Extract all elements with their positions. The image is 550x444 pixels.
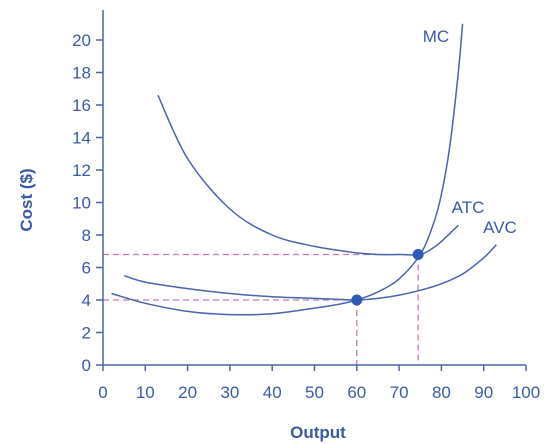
curves <box>111 23 497 316</box>
points <box>351 249 424 306</box>
x-tick-label: 90 <box>474 383 493 402</box>
y-tick-label: 16 <box>72 96 91 115</box>
y-tick-label: 14 <box>72 129 91 148</box>
y-tick-label: 8 <box>82 226 91 245</box>
axes <box>96 10 527 371</box>
y-tick-label: 2 <box>82 324 91 343</box>
label-mc: MC <box>423 27 449 46</box>
label-avc: AVC <box>483 218 517 237</box>
x-tick-label: 70 <box>390 383 409 402</box>
x-tick-label: 100 <box>512 383 540 402</box>
y-tick-label: 12 <box>72 161 91 180</box>
intersection-point <box>412 249 424 260</box>
x-tick-label: 80 <box>432 383 451 402</box>
reference-lines <box>103 253 419 365</box>
x-tick-label: 50 <box>305 383 324 402</box>
x-tick-label: 10 <box>136 383 155 402</box>
x-tick-labels: 0 10 20 30 40 50 60 70 80 90 100 <box>98 383 540 402</box>
x-tick-label: 0 <box>98 383 107 402</box>
x-tick-label: 40 <box>263 383 282 402</box>
curve-avc <box>123 244 497 301</box>
x-axis-title: Output <box>290 423 346 442</box>
y-tick-label: 20 <box>72 31 91 50</box>
x-tick-label: 60 <box>347 383 366 402</box>
y-tick-labels: 0 2 4 6 8 10 12 14 16 18 20 <box>72 31 91 375</box>
y-tick-label: 18 <box>72 64 91 83</box>
y-tick-label: 6 <box>82 259 91 278</box>
curve-mc <box>111 23 464 316</box>
y-tick-label: 4 <box>82 291 91 310</box>
intersection-point <box>351 294 363 306</box>
label-atc: ATC <box>452 198 485 217</box>
y-tick-label: 0 <box>82 356 91 375</box>
y-axis-title: Cost ($) <box>17 168 36 231</box>
y-tick-label: 10 <box>72 194 91 213</box>
x-tick-label: 20 <box>178 383 197 402</box>
curve-atc <box>157 94 459 256</box>
x-tick-label: 30 <box>220 383 239 402</box>
